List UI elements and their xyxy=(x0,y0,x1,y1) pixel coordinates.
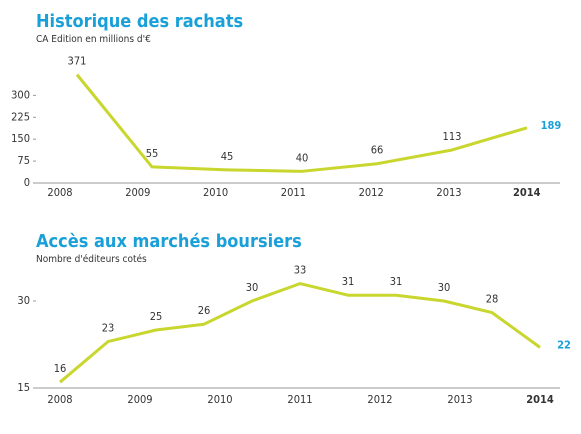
data-label: 40 xyxy=(296,151,309,164)
x-tick-label: 2010 xyxy=(203,186,228,199)
data-label: 33 xyxy=(294,264,307,277)
y-tick-label: 75 xyxy=(17,154,30,167)
data-label: 113 xyxy=(443,130,462,143)
data-label: 66 xyxy=(371,144,384,157)
x-tick-label: 2012 xyxy=(359,186,384,199)
x-tick-label: 2009 xyxy=(127,393,152,406)
y-tick-label: 15 xyxy=(17,381,30,394)
data-label: 22 xyxy=(557,338,571,351)
data-line xyxy=(59,282,541,384)
chart-title: Accès aux marchés boursiers xyxy=(36,231,302,252)
data-label: 25 xyxy=(150,310,163,323)
chart-subtitle: CA Edition en millions d'€ xyxy=(36,34,151,45)
y-tick-label: 30 xyxy=(17,294,30,307)
data-label: 55 xyxy=(146,147,159,160)
data-label: 31 xyxy=(390,275,403,288)
x-tick-label: 2012 xyxy=(367,393,392,406)
x-tick-label: 2011 xyxy=(281,186,306,199)
data-label: 23 xyxy=(102,322,115,335)
y-tick-label: 225 xyxy=(11,110,30,123)
data-label: 28 xyxy=(486,293,499,306)
data-label: 30 xyxy=(246,281,259,294)
x-tick-label: 2014 xyxy=(526,393,554,406)
x-tick-label: 2013 xyxy=(436,186,461,199)
x-tick-label: 2008 xyxy=(47,186,72,199)
data-label: 371 xyxy=(68,55,87,68)
x-tick-label: 2010 xyxy=(207,393,232,406)
chart-title: Historique des rachats xyxy=(36,11,243,32)
y-tick-label: 0 xyxy=(24,176,30,189)
data-label: 45 xyxy=(221,150,234,163)
chart-subtitle: Nombre d'éditeurs cotés xyxy=(36,253,147,265)
y-tick-label: 150 xyxy=(11,132,30,145)
data-label: 189 xyxy=(541,119,562,132)
data-label: 26 xyxy=(198,304,211,317)
x-tick-label: 2011 xyxy=(287,393,312,406)
x-tick-label: 2013 xyxy=(447,393,472,406)
x-tick-label: 2009 xyxy=(125,186,150,199)
data-label: 16 xyxy=(54,362,67,375)
data-label: 30 xyxy=(438,281,451,294)
x-tick-label: 2014 xyxy=(513,186,541,199)
y-tick-label: 300 xyxy=(11,88,30,101)
data-label: 31 xyxy=(342,275,355,288)
x-tick-label: 2008 xyxy=(47,393,72,406)
data-line xyxy=(75,73,528,173)
